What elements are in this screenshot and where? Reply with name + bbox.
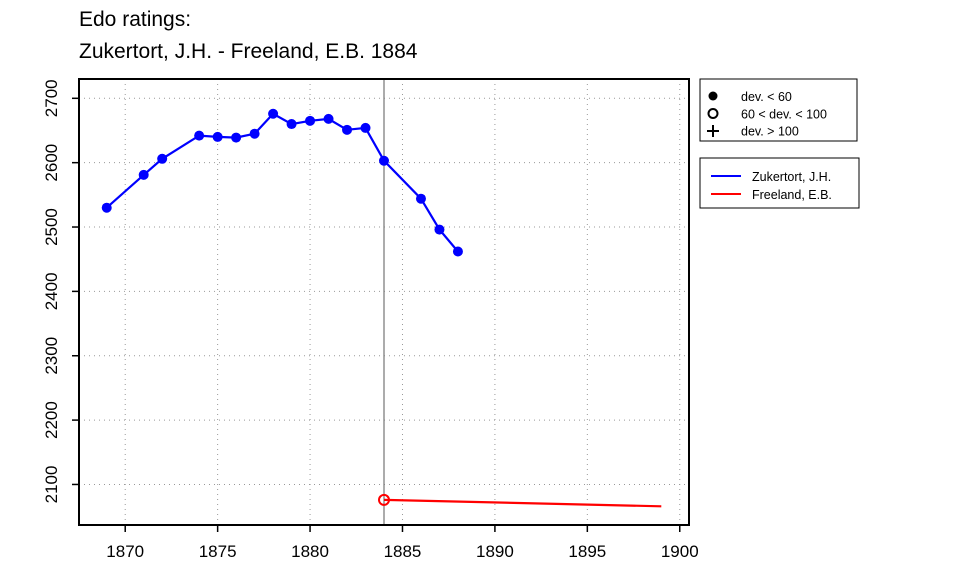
y-tick-label: 2400 [42,272,61,310]
data-point [212,131,223,142]
data-point [323,113,334,124]
data-point [101,202,112,213]
series-legend-label: Freeland, E.B. [752,188,832,202]
data-point [249,128,260,139]
x-tick-label: 1875 [199,542,237,561]
y-tick-label: 2700 [42,79,61,117]
data-point [452,246,463,257]
axes: 1870 1875 1880 1885 1890 1895 1900 2100 2200 2300… [42,79,699,561]
data-point [415,193,426,204]
marker-legend: dev. < 60 60 < dev. < 100 dev. > 100 [699,78,858,142]
data-point [378,493,390,506]
marker-legend-label: dev. < 60 [741,90,792,104]
legend-open-circle-icon [707,108,719,119]
series-line [105,112,459,253]
x-tick-label: 1885 [384,542,422,561]
chart-title-line-2: Zukertort, J.H. - Freeland, E.B. 1884 [79,40,418,63]
data-point [379,155,389,166]
data-point [286,119,297,130]
data-point [194,130,205,141]
series-group [101,108,662,508]
marker-legend-label: dev. > 100 [741,125,799,139]
series-legend: Zukertort, J.H. Freeland, E.B. [699,157,860,209]
data-point [360,122,371,133]
data-point [157,153,168,164]
marker-legend-box [699,78,858,142]
chart-title-line-1: Edo ratings: [79,8,192,31]
marker-legend-label: 60 < dev. < 100 [741,108,827,122]
legend-plus-icon [707,125,719,137]
legend-filled-circle-icon [708,91,718,101]
x-tick-label: 1900 [661,542,699,561]
x-tick-label: 1895 [568,542,606,561]
data-point [434,224,445,235]
data-point [231,132,242,143]
y-tick-label: 2100 [42,466,61,504]
plot-frame [78,78,690,526]
data-point [305,115,316,126]
series-line [383,498,662,508]
data-point [342,124,353,135]
y-tick-label: 2600 [42,144,61,182]
series-legend-box [699,157,860,209]
data-point [268,108,279,119]
x-tick-label: 1870 [106,542,144,561]
series-legend-label: Zukertort, J.H. [752,170,831,184]
y-tick-label: 2500 [42,208,61,246]
x-tick-label: 1880 [291,542,329,561]
y-tick-label: 2200 [42,401,61,439]
x-tick-label: 1890 [476,542,514,561]
data-point [138,169,149,180]
y-tick-label: 2300 [42,337,61,375]
